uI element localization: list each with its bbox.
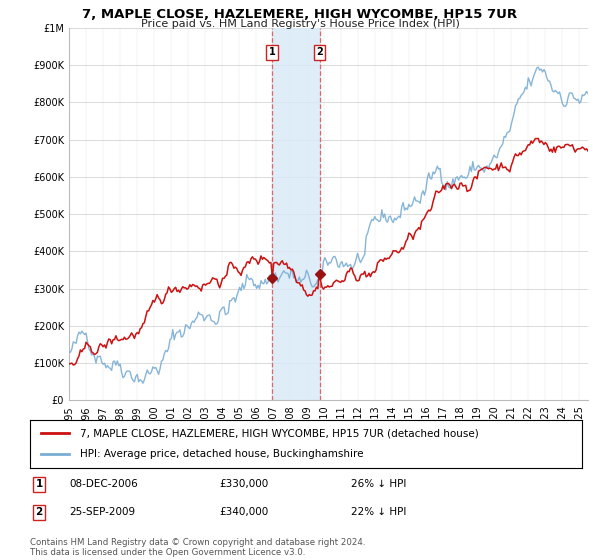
Text: £330,000: £330,000 bbox=[219, 479, 268, 489]
Text: 08-DEC-2006: 08-DEC-2006 bbox=[69, 479, 138, 489]
Text: 1: 1 bbox=[35, 479, 43, 489]
Text: 1: 1 bbox=[268, 47, 275, 57]
Text: 7, MAPLE CLOSE, HAZLEMERE, HIGH WYCOMBE, HP15 7UR: 7, MAPLE CLOSE, HAZLEMERE, HIGH WYCOMBE,… bbox=[82, 8, 518, 21]
Bar bbox=[272, 28, 320, 400]
Text: HPI: Average price, detached house, Buckinghamshire: HPI: Average price, detached house, Buck… bbox=[80, 449, 363, 459]
Text: 25-SEP-2009: 25-SEP-2009 bbox=[69, 507, 135, 517]
Text: £340,000: £340,000 bbox=[219, 507, 268, 517]
Text: 2: 2 bbox=[35, 507, 43, 517]
Text: 26% ↓ HPI: 26% ↓ HPI bbox=[351, 479, 406, 489]
Text: Price paid vs. HM Land Registry's House Price Index (HPI): Price paid vs. HM Land Registry's House … bbox=[140, 19, 460, 29]
Text: 2: 2 bbox=[316, 47, 323, 57]
Text: 22% ↓ HPI: 22% ↓ HPI bbox=[351, 507, 406, 517]
Text: Contains HM Land Registry data © Crown copyright and database right 2024.
This d: Contains HM Land Registry data © Crown c… bbox=[30, 538, 365, 557]
Text: 7, MAPLE CLOSE, HAZLEMERE, HIGH WYCOMBE, HP15 7UR (detached house): 7, MAPLE CLOSE, HAZLEMERE, HIGH WYCOMBE,… bbox=[80, 428, 478, 438]
